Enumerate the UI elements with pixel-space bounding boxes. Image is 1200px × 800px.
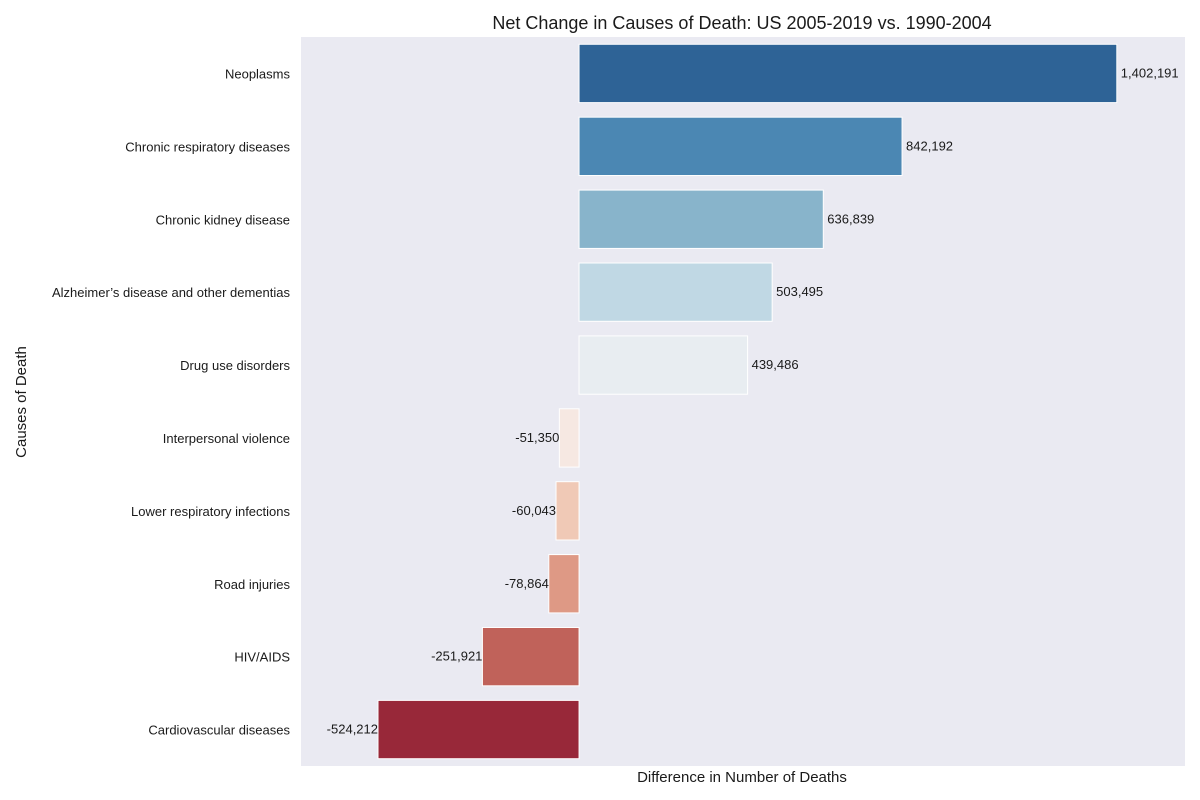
y-axis-label: Causes of Death (13, 346, 30, 458)
y-tick-label: Lower respiratory infections (131, 504, 290, 519)
bar (481, 626, 580, 687)
y-tick-label: Road injuries (214, 577, 290, 592)
chart-title: Net Change in Causes of Death: US 2005-2… (492, 13, 991, 33)
y-tick-label: Alzheimer’s disease and other dementias (52, 285, 290, 300)
value-labels: 1,402,191 842,192 636,839 503,495 439,486 -51… (327, 65, 1179, 736)
y-tick-label: Chronic kidney disease (156, 212, 290, 227)
bar (558, 408, 580, 468)
bar (578, 189, 824, 249)
bar (578, 43, 1118, 104)
y-tick-label: HIV/AIDS (234, 650, 290, 665)
y-tick-label: Chronic respiratory diseases (125, 139, 290, 154)
value-label: -51,350 (515, 430, 559, 445)
value-label: -78,864 (505, 576, 549, 591)
bar (377, 699, 580, 760)
bar (578, 335, 749, 395)
value-label: -60,043 (512, 503, 556, 518)
y-tick-label: Drug use disorders (180, 358, 290, 373)
bar (548, 554, 580, 614)
bar (578, 116, 903, 177)
value-label: 503,495 (776, 284, 823, 299)
value-label: 1,402,191 (1121, 65, 1179, 80)
bar (555, 481, 580, 541)
y-tick-label: Neoplasms (225, 66, 291, 81)
x-axis-label: Difference in Number of Deaths (637, 769, 847, 786)
bar (578, 262, 773, 322)
y-tick-labels: Neoplasms Chronic respiratory diseases Chr… (52, 66, 291, 737)
value-label: 439,486 (752, 357, 799, 372)
y-tick-label: Interpersonal violence (163, 431, 290, 446)
y-tick-label: Cardiovascular diseases (148, 723, 290, 738)
value-label: 636,839 (827, 211, 874, 226)
bars-group (377, 43, 1118, 760)
value-label: 842,192 (906, 138, 953, 153)
value-label: -524,212 (327, 722, 378, 737)
value-label: -251,921 (431, 649, 482, 664)
